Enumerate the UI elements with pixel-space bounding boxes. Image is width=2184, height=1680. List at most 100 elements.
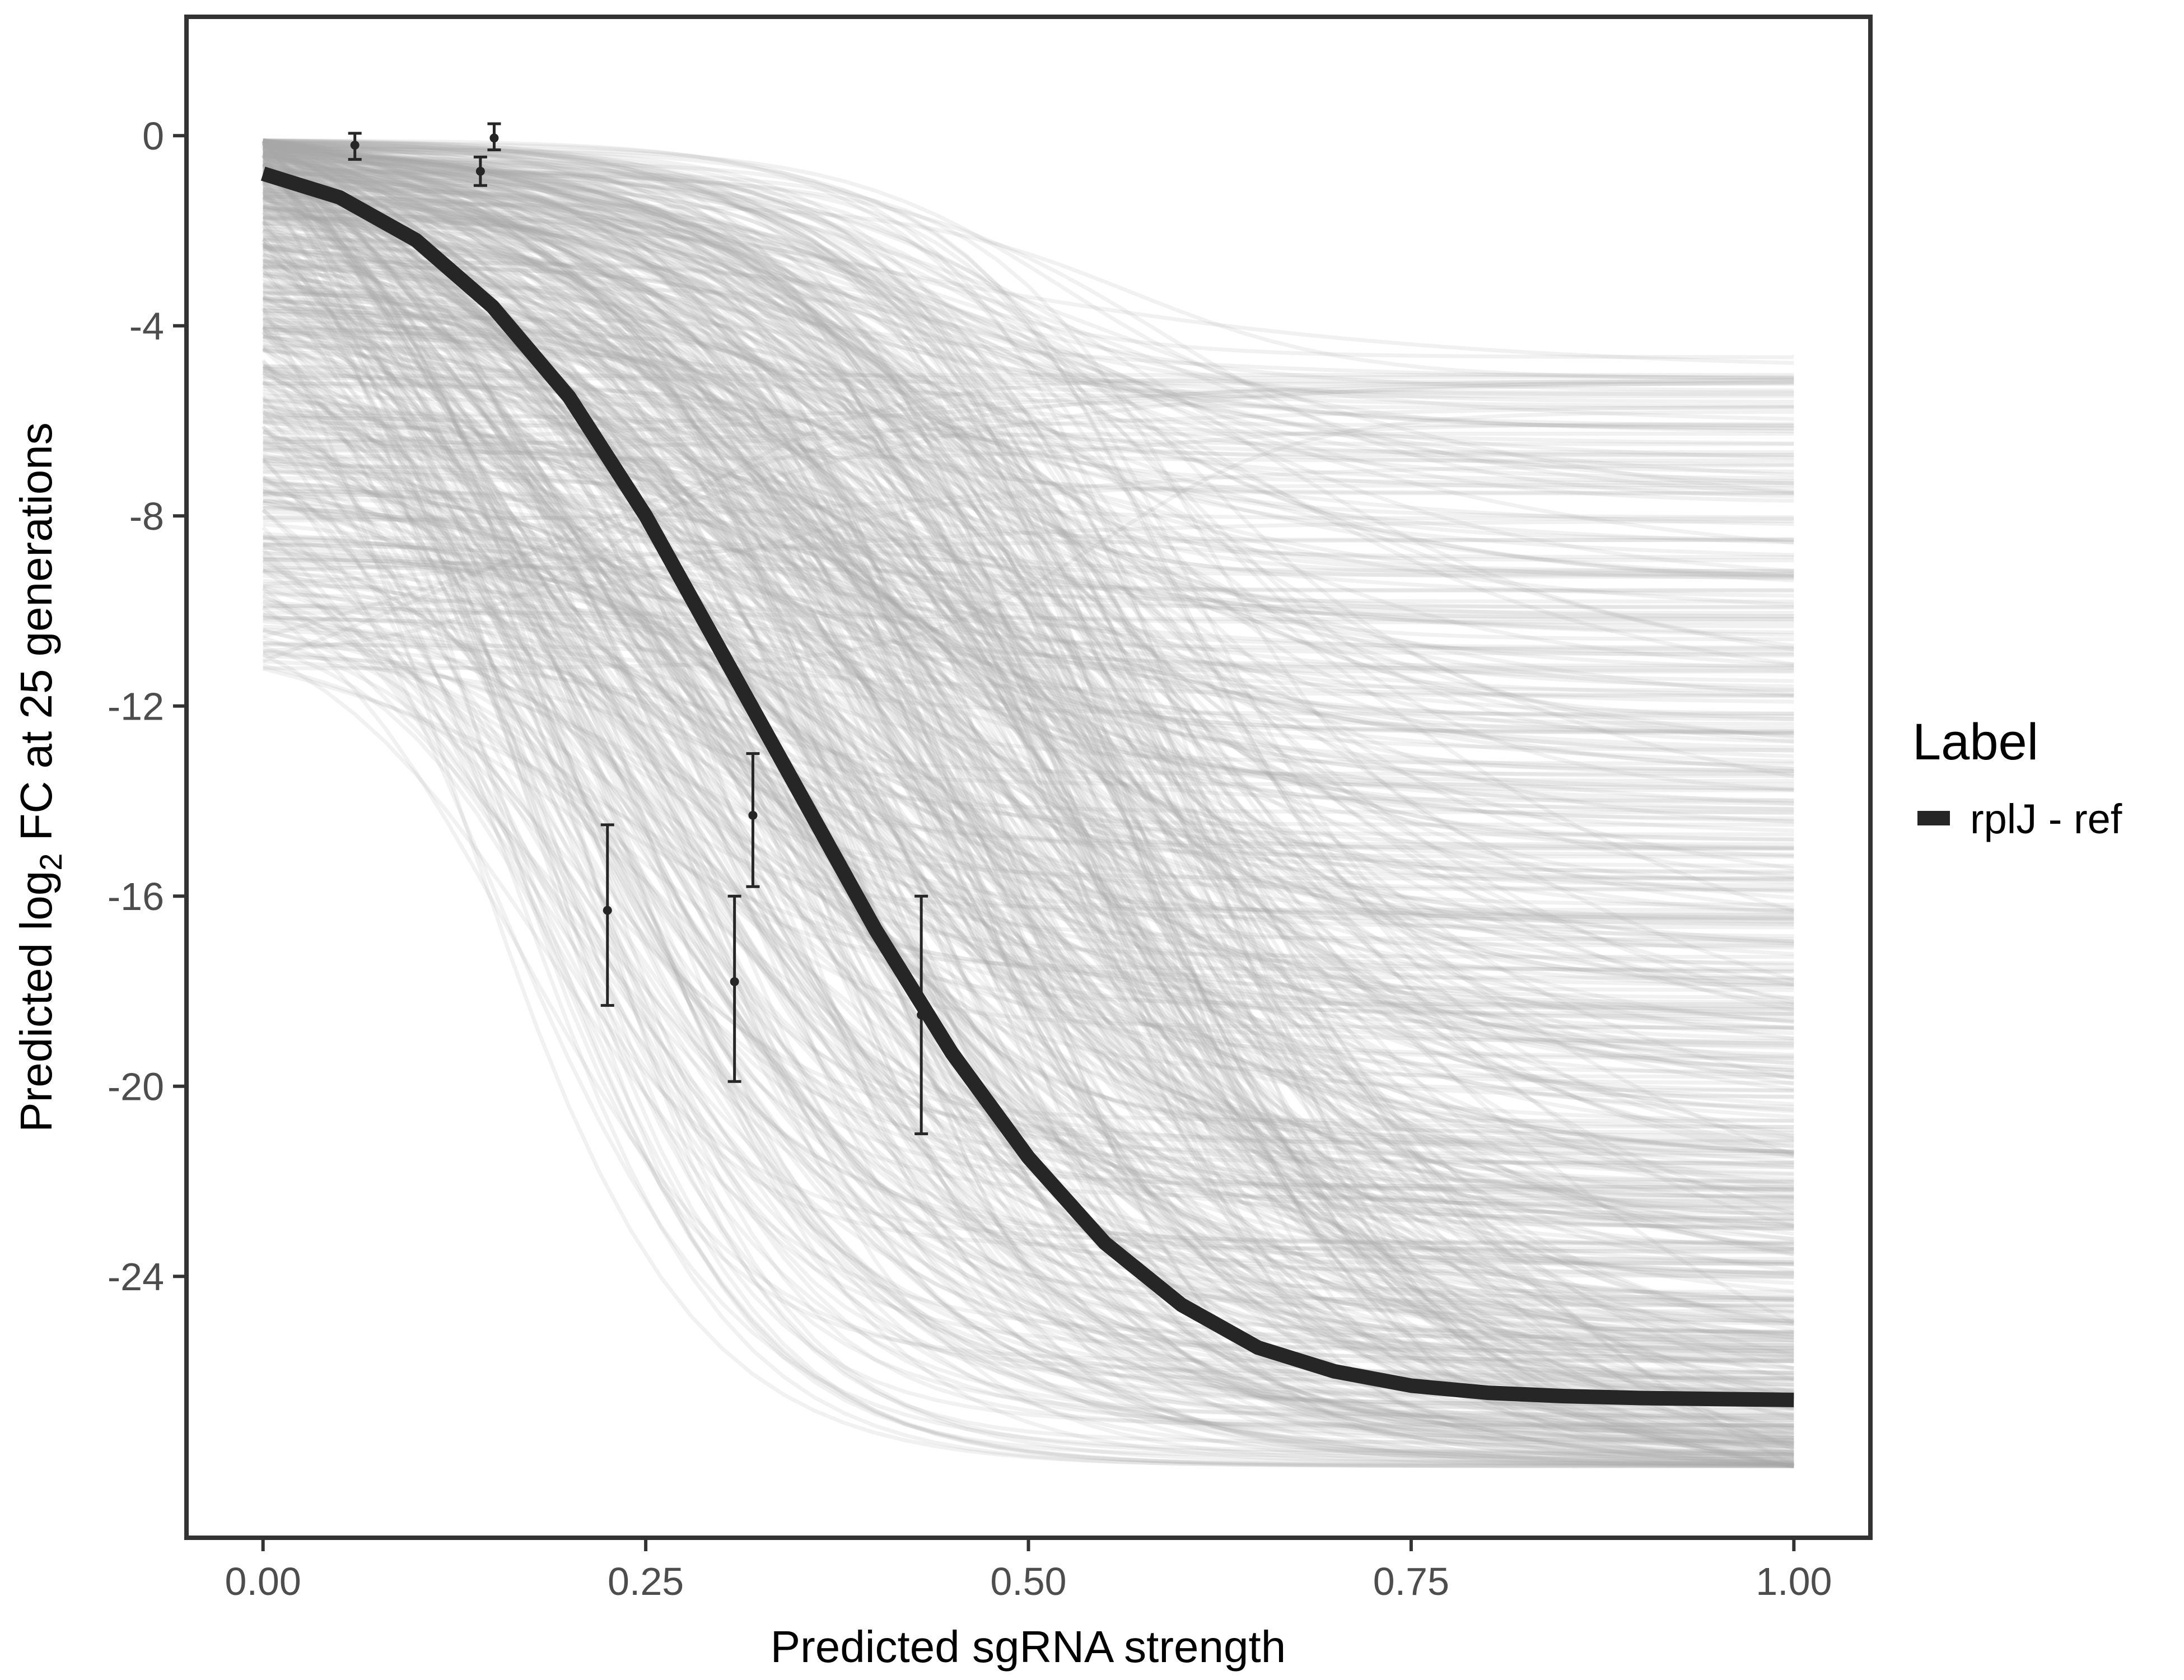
posterior-draw-line [263, 210, 1794, 573]
posterior-draw-line [263, 138, 1794, 1380]
posterior-draw-line [262, 459, 1794, 1080]
posterior-draw-line [263, 142, 1794, 1065]
posterior-draw-line [263, 650, 1794, 1303]
posterior-draw-line [263, 498, 1794, 1457]
posterior-draw-line [263, 138, 1795, 1157]
posterior-draw-line [262, 258, 1794, 1375]
posterior-draw-line [263, 138, 1794, 491]
posterior-draw-line [263, 592, 1794, 673]
posterior-draw-line [263, 195, 1794, 1370]
posterior-draw-line [262, 334, 1794, 1340]
posterior-draw-line [262, 151, 1795, 1421]
posterior-draw-line [263, 163, 1794, 1397]
posterior-draw-line [262, 645, 1794, 1467]
posterior-draw-line [263, 142, 1794, 1200]
posterior-draw-line [263, 498, 1794, 1192]
posterior-draw-line [263, 148, 1794, 913]
posterior-draw-line [262, 270, 1794, 1364]
posterior-draw-line [262, 147, 1794, 1200]
posterior-draw-line [262, 277, 1794, 1466]
posterior-draw-line [263, 197, 1795, 1468]
posterior-draw-line [262, 381, 1794, 1427]
posterior-draw-line [263, 643, 1794, 1309]
posterior-draw-line [263, 138, 1794, 1431]
posterior-draw-line [263, 171, 1794, 1401]
posterior-draw-line [262, 228, 1794, 806]
posterior-draw-line [263, 573, 1794, 1048]
posterior-draw-line [262, 164, 1794, 1061]
posterior-draw-line [262, 454, 1794, 1072]
posterior-draw-line [263, 316, 1794, 987]
posterior-draw-line [262, 246, 1794, 1123]
posterior-draw-line [262, 321, 1794, 637]
posterior-draw-line [263, 163, 1794, 483]
y-tick-label: -12 [108, 685, 164, 729]
posterior-draw-line [263, 155, 1794, 457]
posterior-draw-line [263, 545, 1794, 1468]
posterior-draw-line [263, 155, 1794, 1133]
posterior-draw-line [263, 584, 1794, 1347]
posterior-draw-line [263, 464, 1794, 1335]
posterior-draw-line [262, 197, 1794, 1458]
posterior-draw-line [263, 516, 1794, 718]
posterior-draw-line [263, 326, 1794, 521]
posterior-draw-line [262, 307, 1794, 716]
y-tick-label: -24 [108, 1255, 164, 1299]
posterior-draw-line [262, 138, 1794, 545]
posterior-draw-line [262, 195, 1794, 1382]
posterior-draw-line [263, 150, 1794, 545]
posterior-draw-line [262, 296, 1794, 944]
posterior-draw-line [263, 347, 1794, 1159]
posterior-draw-line [262, 636, 1794, 1440]
posterior-draw-line [263, 139, 1794, 494]
posterior-draw-line [263, 185, 1794, 1141]
posterior-draw-line [263, 624, 1794, 1058]
posterior-draw-line [263, 153, 1794, 428]
posterior-draw-line [263, 381, 1794, 432]
posterior-draw-line [262, 155, 1795, 1450]
posterior-draw-line [263, 244, 1794, 914]
posterior-draw-line [262, 477, 1794, 1381]
posterior-draw-line [263, 237, 1794, 1273]
posterior-draw-line [262, 508, 1794, 1222]
posterior-draw-line [263, 284, 1794, 744]
posterior-draw-line [262, 199, 1794, 1138]
posterior-draw-line [262, 166, 1794, 1066]
posterior-draw-line [263, 139, 1794, 740]
posterior-draw-line [263, 153, 1794, 634]
posterior-draw-line [262, 151, 1794, 410]
posterior-draw-line [263, 223, 1794, 1343]
posterior-draw-line [261, 220, 1794, 1253]
posterior-draw-line [263, 138, 1794, 1279]
posterior-draw-line [262, 162, 1794, 1177]
posterior-draw-line [263, 482, 1794, 752]
posterior-draw-line [263, 187, 1794, 360]
posterior-draw-line [263, 143, 1794, 1221]
posterior-draw-line [262, 430, 1794, 1016]
posterior-draw-line [263, 629, 1794, 1155]
posterior-draw-line [263, 659, 1794, 892]
posterior-draw-line [263, 216, 1794, 1443]
posterior-draw-line [263, 265, 1794, 888]
posterior-draw-line [263, 138, 1794, 1440]
posterior-draw-line [262, 174, 1794, 598]
posterior-draw-line [263, 470, 1794, 1203]
posterior-draw-line [262, 210, 1794, 674]
posterior-draw-line [263, 613, 1794, 941]
observation-point [914, 894, 928, 1136]
posterior-draw-line [263, 478, 1794, 1355]
posterior-draw-line [263, 263, 1794, 1217]
posterior-draw-line [263, 146, 1794, 911]
posterior-draw-line [263, 143, 1794, 480]
posterior-draw-line [263, 151, 1794, 1113]
x-tick-label: 0.50 [990, 1560, 1066, 1603]
posterior-draw-line [262, 142, 1794, 1308]
posterior-draw-line [263, 339, 1794, 1181]
posterior-draw-line [262, 221, 1794, 1354]
posterior-draw-line [263, 142, 1794, 573]
posterior-draw-line [263, 541, 1794, 1070]
posterior-draw-line [263, 206, 1794, 486]
posterior-draw-line [263, 194, 1794, 1457]
posterior-draw-line [263, 144, 1794, 1169]
